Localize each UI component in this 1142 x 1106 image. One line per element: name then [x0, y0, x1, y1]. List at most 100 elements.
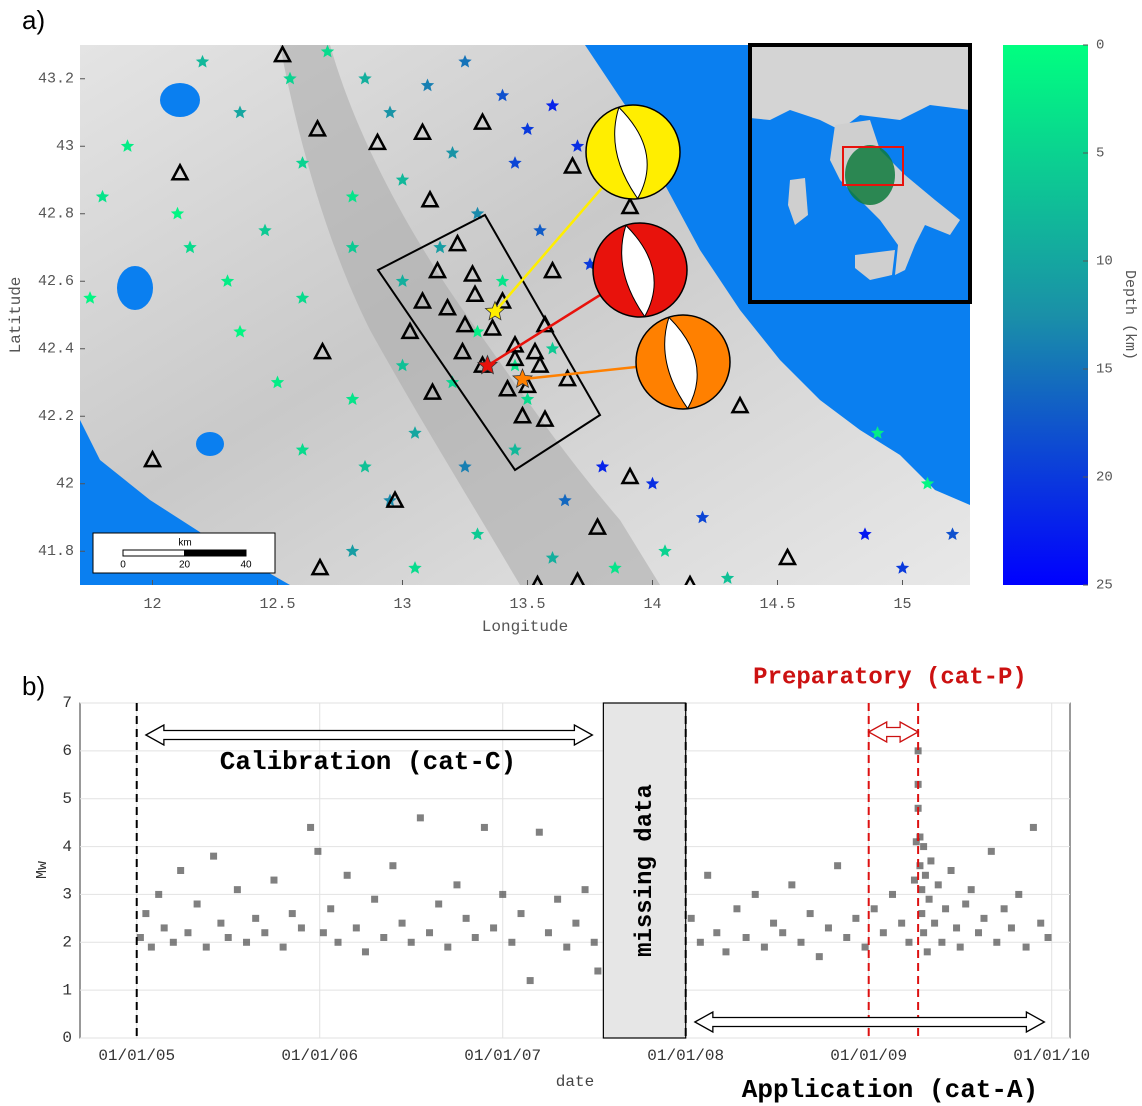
- event-point: [751, 890, 759, 898]
- event-point: [233, 886, 241, 894]
- station: [465, 284, 485, 302]
- station: [525, 341, 545, 360]
- event-point: [843, 934, 851, 941]
- y-tick-label: 42.8: [38, 206, 74, 223]
- event-point: [975, 929, 983, 937]
- inset-land: [788, 178, 808, 225]
- inset-events: [845, 145, 895, 205]
- event: [945, 527, 960, 540]
- event-point: [270, 876, 278, 884]
- event-point: [815, 953, 823, 961]
- event: [233, 324, 247, 338]
- event-point: [136, 934, 144, 941]
- plot: 0 1 2 3 4 5 6 7 01/01/05 01/01/06 01/01/07 01/01/08…: [62, 694, 1090, 1065]
- event-point: [696, 938, 704, 946]
- event-point: [462, 914, 470, 922]
- event-point: [155, 890, 163, 898]
- inset-land: [855, 250, 895, 280]
- station: [422, 381, 443, 400]
- event-point: [407, 938, 415, 946]
- focal-mechanism-plane: [664, 316, 698, 410]
- event: [420, 78, 435, 92]
- event: [295, 156, 310, 169]
- event: [320, 45, 335, 58]
- period-label: Preparatory (cat-P): [753, 664, 1027, 691]
- event-point: [147, 943, 155, 951]
- event-point: [319, 929, 327, 937]
- event-point: [770, 919, 778, 927]
- event: [220, 274, 235, 287]
- station: [497, 378, 518, 397]
- event-point: [261, 929, 269, 937]
- station: [730, 395, 750, 414]
- x-tick-label: 01/01/06: [281, 1047, 358, 1065]
- event: [395, 274, 410, 287]
- plot-area: [79, 702, 1071, 1039]
- event: [695, 510, 710, 524]
- inset-box: [842, 146, 904, 186]
- x-tick-label: 13.5: [509, 596, 545, 613]
- event-point: [931, 919, 939, 927]
- event-point: [956, 943, 964, 951]
- event-point: [217, 919, 225, 927]
- y-tick-label: 6: [62, 742, 72, 760]
- scale-segment: [184, 549, 247, 557]
- event-point: [910, 876, 918, 884]
- colorbar-tick-label: 15: [1096, 362, 1113, 378]
- y-axis-label: Mw: [34, 861, 51, 879]
- station: [505, 348, 525, 367]
- event-point: [788, 881, 796, 889]
- event: [470, 324, 485, 338]
- event: [920, 476, 935, 490]
- station: [307, 118, 328, 137]
- event-point: [184, 929, 192, 937]
- station: [400, 321, 420, 340]
- event: [720, 571, 735, 584]
- station: [272, 45, 293, 63]
- event: [545, 98, 560, 112]
- station: [531, 574, 544, 585]
- lake: [196, 432, 224, 456]
- event-point: [490, 924, 498, 932]
- lake: [117, 266, 153, 310]
- event: [345, 392, 360, 405]
- event: [545, 551, 560, 564]
- inset-frame: [748, 43, 972, 304]
- event-point: [923, 948, 931, 956]
- station: [367, 132, 388, 151]
- event-point: [327, 905, 335, 913]
- event-point: [687, 914, 695, 922]
- event-point: [942, 905, 950, 913]
- event: [183, 240, 197, 254]
- x-tick-label: 01/01/05: [98, 1047, 175, 1065]
- x-tick-label: 12.5: [259, 596, 295, 613]
- event-point: [713, 929, 721, 937]
- event-point: [471, 934, 479, 941]
- event-point: [279, 943, 287, 951]
- station: [512, 405, 533, 424]
- event: [445, 146, 460, 159]
- colorbar-tick-label: 5: [1096, 146, 1104, 162]
- x-axis-label: Longitude: [482, 618, 568, 636]
- event-point: [590, 938, 598, 946]
- event-point: [852, 914, 860, 922]
- y-tick-label: 42: [56, 476, 74, 493]
- event: [520, 392, 535, 405]
- event-point: [879, 929, 887, 937]
- scale-tick-label: 20: [179, 560, 191, 571]
- y-tick-label: 4: [62, 838, 72, 856]
- event-point: [918, 886, 926, 894]
- event-point: [938, 938, 946, 946]
- event-point: [742, 934, 750, 941]
- event-point: [898, 919, 906, 927]
- event-point: [921, 871, 929, 879]
- colorbar-tick-label: 0: [1096, 38, 1104, 54]
- y-axis-label: Latitude: [7, 277, 25, 354]
- event: [870, 426, 885, 439]
- inset-land: [750, 45, 970, 130]
- station: [530, 354, 550, 373]
- x-tick-label: 15: [893, 596, 911, 613]
- event-point: [508, 938, 516, 946]
- event-point: [1037, 919, 1045, 927]
